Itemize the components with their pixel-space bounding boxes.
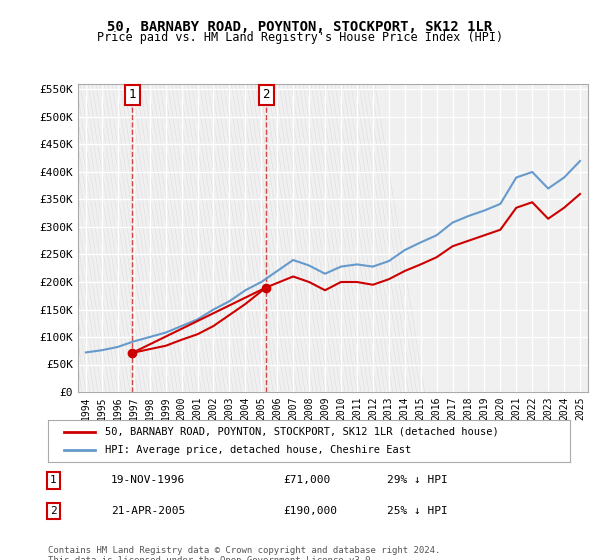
Text: Contains HM Land Registry data © Crown copyright and database right 2024.
This d: Contains HM Land Registry data © Crown c… [48, 546, 440, 560]
Text: 2: 2 [262, 88, 270, 101]
Text: 1: 1 [50, 475, 56, 485]
Text: 50, BARNABY ROAD, POYNTON, STOCKPORT, SK12 1LR: 50, BARNABY ROAD, POYNTON, STOCKPORT, SK… [107, 20, 493, 34]
Text: 1: 1 [128, 88, 136, 101]
Text: 50, BARNABY ROAD, POYNTON, STOCKPORT, SK12 1LR (detached house): 50, BARNABY ROAD, POYNTON, STOCKPORT, SK… [106, 427, 499, 437]
Text: 2: 2 [50, 506, 56, 516]
Text: 21-APR-2005: 21-APR-2005 [110, 506, 185, 516]
Text: £190,000: £190,000 [283, 506, 337, 516]
Text: 29% ↓ HPI: 29% ↓ HPI [388, 475, 448, 485]
Text: Price paid vs. HM Land Registry's House Price Index (HPI): Price paid vs. HM Land Registry's House … [97, 31, 503, 44]
Text: £71,000: £71,000 [283, 475, 330, 485]
Text: 25% ↓ HPI: 25% ↓ HPI [388, 506, 448, 516]
Text: 19-NOV-1996: 19-NOV-1996 [110, 475, 185, 485]
Text: HPI: Average price, detached house, Cheshire East: HPI: Average price, detached house, Ches… [106, 445, 412, 455]
